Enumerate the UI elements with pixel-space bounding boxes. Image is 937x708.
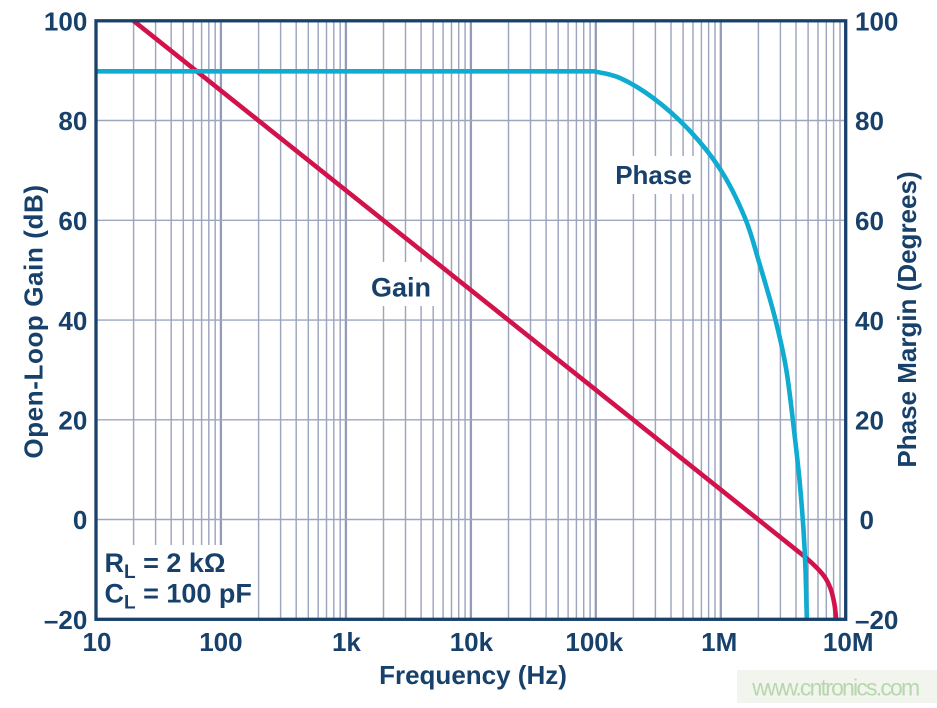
svg-text:Phase: Phase xyxy=(615,160,692,190)
svg-text:0: 0 xyxy=(73,505,87,535)
svg-text:10: 10 xyxy=(83,627,112,657)
svg-text:40: 40 xyxy=(855,306,884,336)
svg-text:Phase Margin (Degrees): Phase Margin (Degrees) xyxy=(892,171,922,467)
svg-text:100: 100 xyxy=(199,627,242,657)
svg-text:1k: 1k xyxy=(332,627,361,657)
svg-text:80: 80 xyxy=(58,106,87,136)
svg-text:1M: 1M xyxy=(701,627,737,657)
svg-text:100: 100 xyxy=(44,7,87,37)
svg-text:–20: –20 xyxy=(855,605,898,635)
svg-text:0: 0 xyxy=(860,505,874,535)
svg-text:100k: 100k xyxy=(565,627,623,657)
svg-text:20: 20 xyxy=(855,406,884,436)
svg-text:20: 20 xyxy=(58,406,87,436)
svg-text:60: 60 xyxy=(855,206,884,236)
svg-text:10M: 10M xyxy=(823,627,874,657)
svg-text:80: 80 xyxy=(855,106,884,136)
svg-text:www.cntronics.com: www.cntronics.com xyxy=(751,675,919,701)
svg-text:–20: –20 xyxy=(44,605,87,635)
svg-text:Open-Loop Gain (dB): Open-Loop Gain (dB) xyxy=(18,184,48,458)
svg-text:60: 60 xyxy=(58,206,87,236)
svg-text:40: 40 xyxy=(58,306,87,336)
svg-text:Gain: Gain xyxy=(371,273,431,303)
svg-text:10k: 10k xyxy=(450,627,494,657)
svg-text:100: 100 xyxy=(855,7,898,37)
svg-text:Frequency (Hz): Frequency (Hz) xyxy=(379,660,567,690)
